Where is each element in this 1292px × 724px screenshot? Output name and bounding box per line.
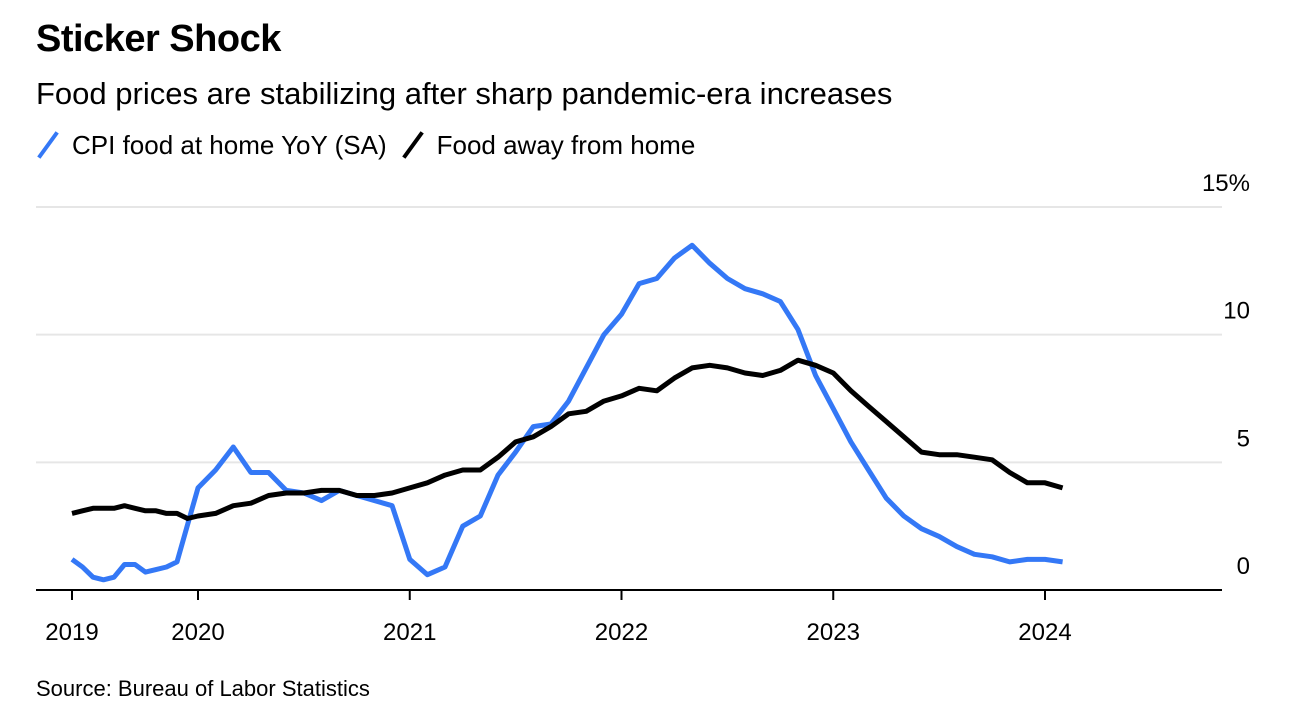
- legend-line-food-at-home: [37, 131, 59, 159]
- x-tick-label-2024: 2024: [1018, 619, 1071, 646]
- series-line-food-away: [71, 357, 1064, 521]
- x-tick-label-2022: 2022: [595, 619, 648, 646]
- legend-swatch-food-at-home: [37, 131, 59, 159]
- y-tick-label-10: 10: [1223, 298, 1250, 325]
- y-tick-label-0: 0: [1237, 553, 1250, 580]
- chart-subtitle: Food prices are stabilizing after sharp …: [36, 76, 893, 111]
- x-tick-label-2020: 2020: [171, 619, 224, 646]
- legend-swatch-food-away: [401, 131, 424, 159]
- y-tick-label-5: 5: [1237, 425, 1250, 452]
- legend-line-food-away: [401, 131, 424, 159]
- chart-legend: CPI food at home YoY (SA) Food away from…: [36, 128, 709, 162]
- legend-label-food-away: Food away from home: [436, 129, 696, 160]
- x-tick-label-2019: 2019: [45, 619, 98, 646]
- series-line-food-at-home: [70, 242, 1063, 583]
- legend-label-food-at-home: CPI food at home YoY (SA): [72, 129, 387, 160]
- x-tick-label-2021: 2021: [383, 619, 436, 646]
- source-note: Source: Bureau of Labor Statistics: [36, 676, 370, 701]
- y-tick-label-15: 15%: [1202, 170, 1250, 197]
- x-tick-label-2023: 2023: [807, 619, 860, 646]
- chart-title: Sticker Shock: [36, 18, 281, 60]
- legend-item-food-away: Food away from home: [401, 129, 696, 161]
- legend-item-food-at-home: CPI food at home YoY (SA): [36, 130, 387, 161]
